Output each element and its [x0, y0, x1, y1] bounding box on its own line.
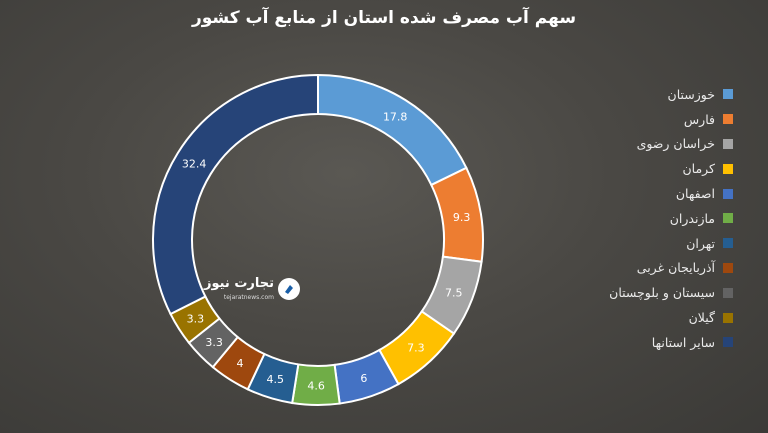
chart-title: سهم آب مصرف شده استان از منابع آب کشور — [191, 8, 577, 28]
legend-item: مازندران — [583, 206, 733, 231]
legend-item: آذربایجان غربی — [583, 256, 733, 281]
legend-swatch — [723, 337, 733, 348]
legend-swatch — [723, 238, 733, 249]
legend-item: کرمان — [583, 156, 733, 181]
legend-swatch — [723, 188, 733, 199]
legend-label: آذربایجان غربی — [636, 260, 715, 276]
legend-item: فارس — [583, 107, 733, 132]
legend-label: کرمان — [682, 161, 715, 177]
legend-swatch — [723, 163, 733, 174]
legend-swatch — [723, 287, 733, 298]
slice-data-label: 7.3 — [407, 342, 425, 355]
slice-data-label: 3.3 — [205, 336, 223, 349]
watermark: تجارت نیوز tejaratnews.com — [200, 276, 300, 306]
legend-label: سیستان و بلوچستان — [609, 285, 715, 301]
donut-slice — [317, 73, 468, 187]
legend-swatch — [723, 262, 733, 273]
donut-slice — [152, 73, 319, 316]
legend-label: تهران — [686, 235, 715, 251]
legend-swatch — [723, 213, 733, 224]
legend-item: خوزستان — [583, 82, 733, 107]
slice-data-label: 4.6 — [307, 379, 325, 392]
slice-data-label: 7.5 — [445, 286, 463, 299]
legend-label: گیلان — [688, 310, 715, 326]
chart-legend: خوزستان فارس خراسان رضوی کرمان اصفهان مازندرا… — [583, 82, 733, 355]
slice-data-label: 4.5 — [266, 373, 284, 386]
legend-label: سایر استانها — [651, 334, 715, 350]
legend-item: اصفهان — [583, 181, 733, 206]
donut-data-labels: 17.8 9.3 7.5 7.3 6 4.6 4.5 4 3.33.3 32.4 — [182, 111, 470, 393]
legend-swatch — [723, 114, 733, 125]
legend-item: گیلان — [583, 305, 733, 330]
slice-data-label: 4 — [237, 357, 244, 370]
legend-item: سایر استانها — [583, 330, 733, 355]
slice-data-label: 6 — [360, 372, 367, 385]
slice-data-label: 32.4 — [182, 158, 207, 171]
legend-label: خراسان رضوی — [636, 136, 715, 152]
legend-label: مازندران — [669, 210, 715, 226]
donut-slices — [152, 73, 484, 406]
legend-swatch — [723, 312, 733, 323]
legend-label: خوزستان — [667, 86, 715, 102]
slice-data-label: 9.3 — [453, 211, 471, 224]
slice-data-label: 3.3 — [187, 312, 205, 325]
legend-label: فارس — [683, 111, 715, 127]
slice-data-label: 17.8 — [383, 111, 408, 124]
legend-item: سیستان و بلوچستان — [583, 280, 733, 305]
watermark-text: تجارت نیوز — [203, 276, 274, 291]
watermark-url: tejaratnews.com — [223, 294, 274, 301]
tejaratnews-logo-icon — [278, 278, 300, 300]
legend-item: تهران — [583, 231, 733, 256]
legend-swatch — [723, 89, 733, 100]
legend-item: خراسان رضوی — [583, 132, 733, 157]
legend-label: اصفهان — [675, 186, 715, 202]
legend-swatch — [723, 138, 733, 149]
